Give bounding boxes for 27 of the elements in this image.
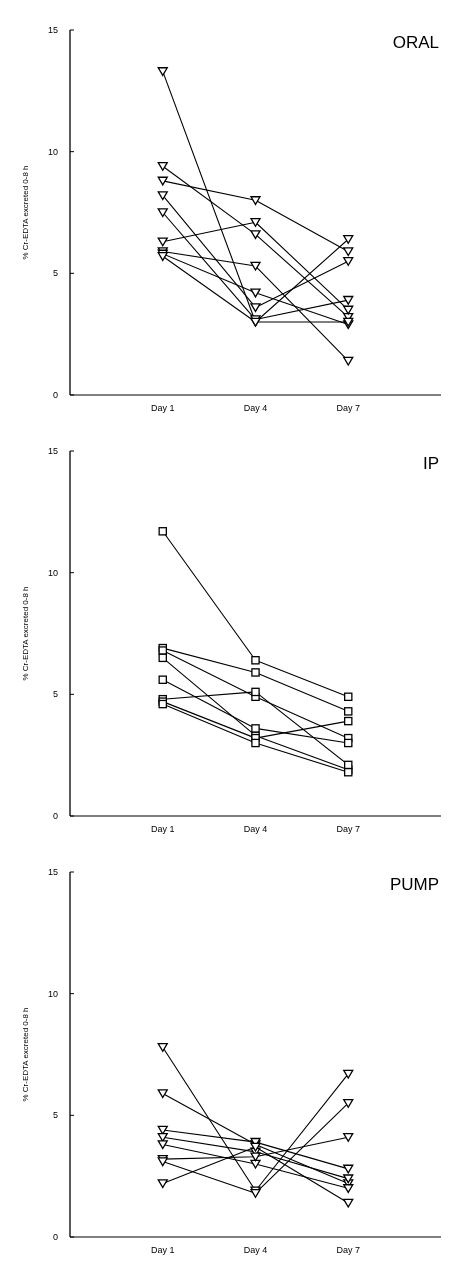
y-tick-label: 15 [47, 446, 58, 457]
y-tick-label: 0 [52, 390, 58, 401]
x-tick-label: Day 1 [150, 1245, 175, 1255]
y-axis-title: % Cr-EDTA excreted 0-8 h [21, 165, 30, 260]
x-tick-label: Day 7 [336, 824, 361, 834]
chart-title: PUMP [389, 875, 439, 894]
x-tick-label: Day 7 [336, 1245, 361, 1255]
y-tick-label: 10 [47, 567, 58, 578]
y-axis-title: % Cr-EDTA excreted 0-8 h [21, 1007, 30, 1102]
y-tick-label: 15 [47, 867, 58, 878]
x-tick-label: Day 1 [150, 824, 175, 834]
y-tick-label: 0 [52, 811, 58, 822]
y-axis-title: % Cr-EDTA excreted 0-8 h [21, 586, 30, 681]
y-tick-label: 10 [47, 146, 58, 157]
chart-title: ORAL [392, 33, 439, 52]
y-tick-label: 5 [52, 1110, 58, 1121]
chart-title: IP [422, 454, 439, 473]
x-tick-label: Day 4 [243, 1245, 268, 1255]
y-tick-label: 15 [47, 25, 58, 36]
y-tick-label: 5 [52, 268, 58, 279]
x-tick-label: Day 1 [150, 403, 175, 413]
x-tick-label: Day 4 [243, 403, 268, 413]
y-tick-label: 10 [47, 988, 58, 999]
x-tick-label: Day 4 [243, 824, 268, 834]
y-tick-label: 5 [52, 689, 58, 700]
y-tick-label: 0 [52, 1232, 58, 1243]
x-tick-label: Day 7 [336, 403, 361, 413]
